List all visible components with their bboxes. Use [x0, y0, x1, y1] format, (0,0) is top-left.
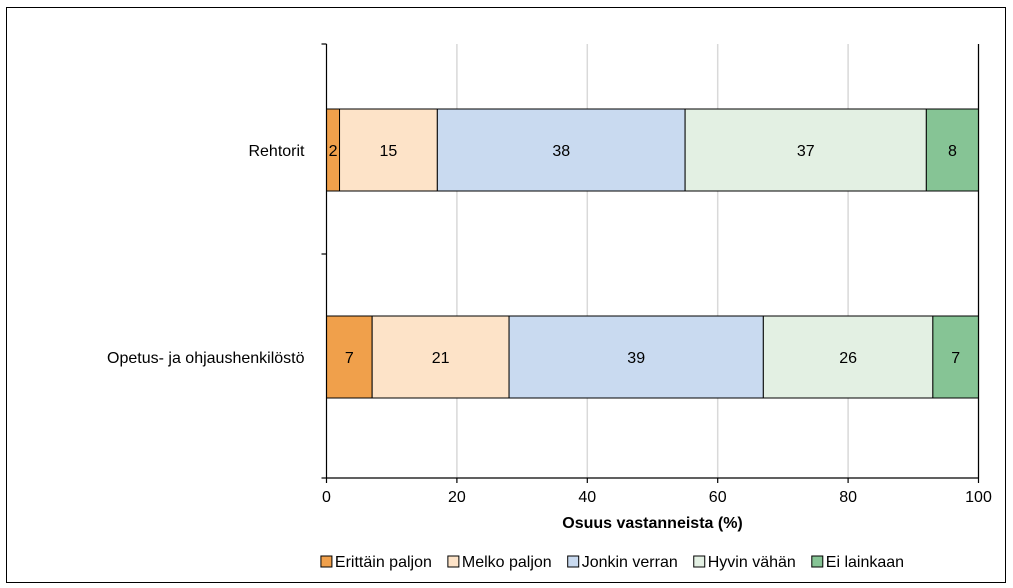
legend-label-0: Erittäin paljon: [335, 554, 432, 571]
legend-label-3: Hyvin vähän: [708, 554, 796, 571]
category-label-1: Opetus- ja ohjaushenkilöstö: [107, 350, 305, 367]
legend-swatch-2: [567, 555, 580, 568]
bar-1-0: [326, 315, 373, 399]
legend-item-3: Hyvin vähän: [693, 554, 796, 571]
x-tick-label-80: 80: [839, 489, 857, 506]
legend-item-2: Jonkin verran: [567, 554, 678, 571]
data-label-1-4: 7: [951, 350, 960, 367]
bar-0-1: [339, 108, 438, 192]
legend-label-4: Ei lainkaan: [826, 554, 904, 571]
x-axis-title: Osuus vastanneista (%): [562, 515, 743, 532]
data-label-0-0: 2: [329, 143, 338, 160]
bar-0-2: [436, 108, 686, 192]
axes: Rehtorit Opetus- ja ohjaushenkilöstö 0 20 40…: [107, 43, 992, 506]
x-tick-label-20: 20: [448, 489, 466, 506]
data-labels: 2 15 38 37 8 7 21 39 26 7: [329, 143, 961, 367]
chart-frame: [6, 7, 1006, 583]
legend-label-2: Jonkin verran: [582, 554, 678, 571]
legend-item-0: Erittäin paljon: [320, 554, 432, 571]
data-label-0-1: 15: [380, 143, 398, 160]
legend-item-1: Melko paljon: [447, 554, 552, 571]
bar-1-3: [762, 315, 934, 399]
legend-item-4: Ei lainkaan: [811, 554, 904, 571]
x-tick-label-40: 40: [578, 489, 596, 506]
legend-swatch-4: [811, 555, 824, 568]
data-label-0-2: 38: [552, 143, 570, 160]
legend: Erittäin paljon Melko paljon Jonkin verran…: [320, 554, 904, 571]
x-tick-label-0: 0: [322, 489, 331, 506]
data-label-1-0: 7: [345, 350, 354, 367]
category-label-0: Rehtorit: [248, 143, 305, 160]
legend-swatch-0: [320, 555, 333, 568]
bar-1-1: [371, 315, 510, 399]
x-tick-label-100: 100: [965, 489, 992, 506]
x-tick-label-60: 60: [709, 489, 727, 506]
data-label-1-3: 26: [839, 350, 857, 367]
legend-swatch-1: [447, 555, 460, 568]
bars: [326, 108, 980, 399]
data-label-0-3: 37: [797, 143, 815, 160]
data-label-1-2: 39: [627, 350, 645, 367]
data-label-0-4: 8: [948, 143, 957, 160]
legend-swatch-3: [693, 555, 706, 568]
bar-1-2: [508, 315, 764, 399]
data-label-1-1: 21: [432, 350, 450, 367]
legend-label-1: Melko paljon: [462, 554, 552, 571]
